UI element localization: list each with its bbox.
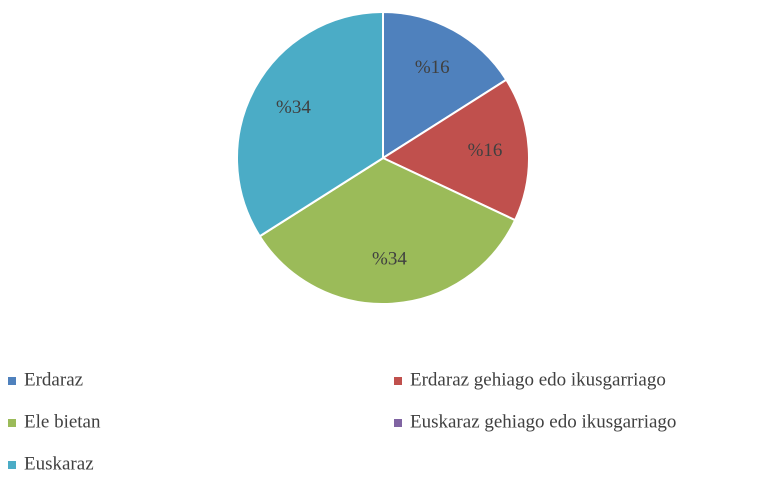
pie-slice	[382, 10, 508, 160]
legend-swatch	[8, 419, 16, 427]
legend-swatch	[8, 377, 16, 385]
legend-label: Ele bietan	[24, 411, 101, 432]
data-label: %34	[372, 248, 407, 269]
data-label: %34	[276, 97, 311, 118]
legend-label: Euskaraz gehiago edo ikusgarriago	[410, 411, 676, 432]
legend-label: Erdaraz	[24, 369, 83, 390]
legend-swatch	[394, 377, 402, 385]
pie-slice	[258, 156, 517, 305]
pie-slice	[236, 10, 384, 238]
legend-swatch	[394, 419, 402, 427]
legend-label: Erdaraz gehiago edo ikusgarriago	[410, 369, 666, 390]
legend-swatch	[8, 461, 16, 469]
data-label: %16	[415, 57, 450, 78]
data-label: %16	[468, 140, 503, 161]
pie-slice	[380, 78, 530, 222]
legend-label: Euskaraz	[24, 453, 94, 474]
